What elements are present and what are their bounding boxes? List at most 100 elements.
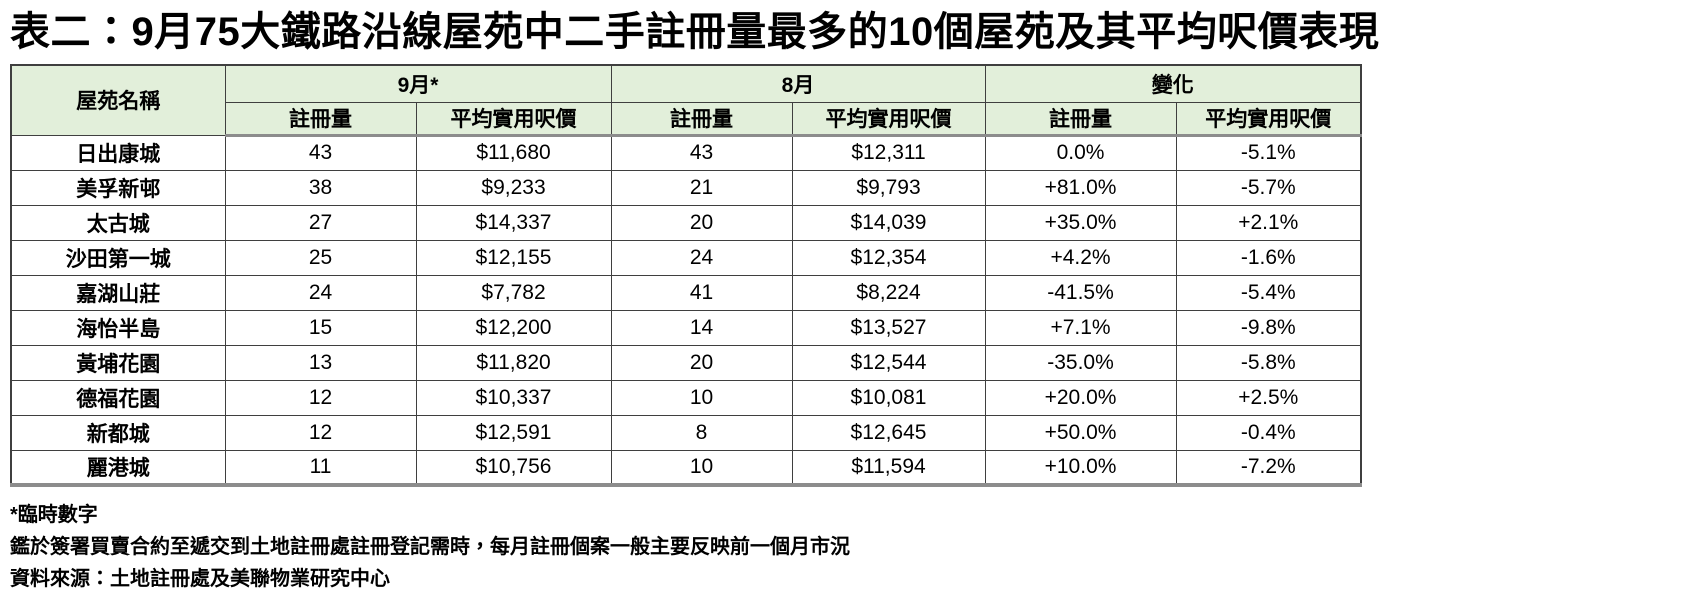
table-body: 日出康城 43 $11,680 43 $12,311 0.0% -5.1% 美孚新邨 38 $9,… (10, 134, 1362, 486)
value-cell: +35.0% (984, 204, 1177, 241)
value-cell: $14,337 (415, 204, 612, 241)
table-header: 屋苑名稱 9月* 8月 變化 註冊量 平均實用呎價 註冊量 平均實用呎價 註冊量… (10, 64, 1362, 137)
value-cell: -0.4% (1175, 414, 1362, 451)
column-header-estate-name: 屋苑名稱 (10, 64, 226, 136)
estate-name-cell: 沙田第一城 (10, 239, 226, 276)
value-cell: 13 (224, 344, 417, 381)
column-header-change-avg-price: 平均實用呎價 (1175, 101, 1362, 137)
value-cell: 24 (610, 239, 793, 276)
table-row: 日出康城 43 $11,680 43 $12,311 0.0% -5.1% (10, 134, 1362, 171)
table-row: 沙田第一城 25 $12,155 24 $12,354 +4.2% -1.6% (10, 239, 1362, 276)
value-cell: 0.0% (984, 134, 1177, 171)
value-cell: +7.1% (984, 309, 1177, 346)
estate-name-cell: 美孚新邨 (10, 169, 226, 206)
value-cell: $11,594 (791, 449, 986, 486)
value-cell: $12,311 (791, 134, 986, 171)
estate-name-cell: 麗港城 (10, 449, 226, 486)
footnote-provisional: *臨時數字 (10, 504, 98, 526)
table-row: 新都城 12 $12,591 8 $12,645 +50.0% -0.4% (10, 414, 1362, 451)
table-row: 太古城 27 $14,337 20 $14,039 +35.0% +2.1% (10, 204, 1362, 241)
value-cell: 21 (610, 169, 793, 206)
table-row: 美孚新邨 38 $9,233 21 $9,793 +81.0% -5.7% (10, 169, 1362, 206)
value-cell: 12 (224, 379, 417, 416)
value-cell: $10,756 (415, 449, 612, 486)
footnote-explanation: 鑑於簽署買賣合約至遞交到土地註冊處註冊登記需時，每月註冊個案一般主要反映前一個月… (10, 536, 850, 558)
table-row: 嘉湖山莊 24 $7,782 41 $8,224 -41.5% -5.4% (10, 274, 1362, 311)
value-cell: +20.0% (984, 379, 1177, 416)
value-cell: -5.7% (1175, 169, 1362, 206)
value-cell: -5.1% (1175, 134, 1362, 171)
estate-name-cell: 太古城 (10, 204, 226, 241)
estate-name-cell: 新都城 (10, 414, 226, 451)
value-cell: -5.4% (1175, 274, 1362, 311)
footnote-source: 資料來源：土地註冊處及美聯物業研究中心 (10, 568, 390, 590)
table-row: 黃埔花園 13 $11,820 20 $12,544 -35.0% -5.8% (10, 344, 1362, 381)
estate-name-cell: 嘉湖山莊 (10, 274, 226, 311)
value-cell: $8,224 (791, 274, 986, 311)
footnotes: *臨時數字 鑑於簽署買賣合約至遞交到土地註冊處註冊登記需時，每月註冊個案一般主要… (10, 503, 1693, 592)
value-cell: $10,337 (415, 379, 612, 416)
estate-name-cell: 海怡半島 (10, 309, 226, 346)
column-group-august: 8月 (610, 64, 986, 103)
value-cell: 43 (224, 134, 417, 171)
value-cell: $10,081 (791, 379, 986, 416)
value-cell: +10.0% (984, 449, 1177, 486)
header-group-row: 屋苑名稱 9月* 8月 變化 (10, 64, 1362, 136)
table-row: 麗港城 11 $10,756 10 $11,594 +10.0% -7.2% (10, 449, 1362, 486)
header-sub-row: 註冊量 平均實用呎價 註冊量 平均實用呎價 註冊量 平均實用呎價 (11, 101, 1362, 137)
value-cell: 10 (610, 449, 793, 486)
estates-table: 屋苑名稱 9月* 8月 變化 註冊量 平均實用呎價 註冊量 平均實用呎價 註冊量… (10, 64, 1363, 487)
value-cell: -1.6% (1175, 239, 1362, 276)
estate-name-cell: 黃埔花園 (10, 344, 226, 381)
value-cell: 10 (610, 379, 793, 416)
value-cell: $12,591 (415, 414, 612, 451)
value-cell: +2.5% (1175, 379, 1362, 416)
value-cell: $11,820 (415, 344, 612, 381)
value-cell: 12 (224, 414, 417, 451)
value-cell: 15 (224, 309, 417, 346)
value-cell: 24 (224, 274, 417, 311)
column-header-sep-avg-price: 平均實用呎價 (415, 101, 612, 137)
estate-name-cell: 德福花園 (10, 379, 226, 416)
value-cell: 25 (224, 239, 417, 276)
value-cell: -9.8% (1175, 309, 1362, 346)
value-cell: $12,544 (791, 344, 986, 381)
value-cell: 11 (224, 449, 417, 486)
value-cell: +50.0% (984, 414, 1177, 451)
value-cell: 41 (610, 274, 793, 311)
value-cell: 20 (610, 204, 793, 241)
value-cell: $12,354 (791, 239, 986, 276)
value-cell: 43 (610, 134, 793, 171)
column-group-september: 9月* (224, 64, 612, 103)
value-cell: $9,793 (791, 169, 986, 206)
column-header-change-registrations: 註冊量 (984, 101, 1177, 137)
column-header-aug-registrations: 註冊量 (610, 101, 793, 137)
value-cell: $7,782 (415, 274, 612, 311)
value-cell: 20 (610, 344, 793, 381)
column-group-change: 變化 (984, 64, 1362, 103)
value-cell: $12,645 (791, 414, 986, 451)
column-header-sep-registrations: 註冊量 (224, 101, 417, 137)
value-cell: $9,233 (415, 169, 612, 206)
value-cell: +2.1% (1175, 204, 1362, 241)
value-cell: +81.0% (984, 169, 1177, 206)
value-cell: -5.8% (1175, 344, 1362, 381)
value-cell: $14,039 (791, 204, 986, 241)
table-row: 海怡半島 15 $12,200 14 $13,527 +7.1% -9.8% (10, 309, 1362, 346)
estate-name-cell: 日出康城 (10, 134, 226, 171)
value-cell: $13,527 (791, 309, 986, 346)
value-cell: 8 (610, 414, 793, 451)
value-cell: 38 (224, 169, 417, 206)
table-row: 德福花園 12 $10,337 10 $10,081 +20.0% +2.5% (10, 379, 1362, 416)
value-cell: $12,155 (415, 239, 612, 276)
value-cell: -7.2% (1175, 449, 1362, 486)
value-cell: -35.0% (984, 344, 1177, 381)
value-cell: $12,200 (415, 309, 612, 346)
value-cell: -41.5% (984, 274, 1177, 311)
value-cell: +4.2% (984, 239, 1177, 276)
value-cell: $11,680 (415, 134, 612, 171)
value-cell: 27 (224, 204, 417, 241)
value-cell: 14 (610, 309, 793, 346)
column-header-aug-avg-price: 平均實用呎價 (791, 101, 986, 137)
